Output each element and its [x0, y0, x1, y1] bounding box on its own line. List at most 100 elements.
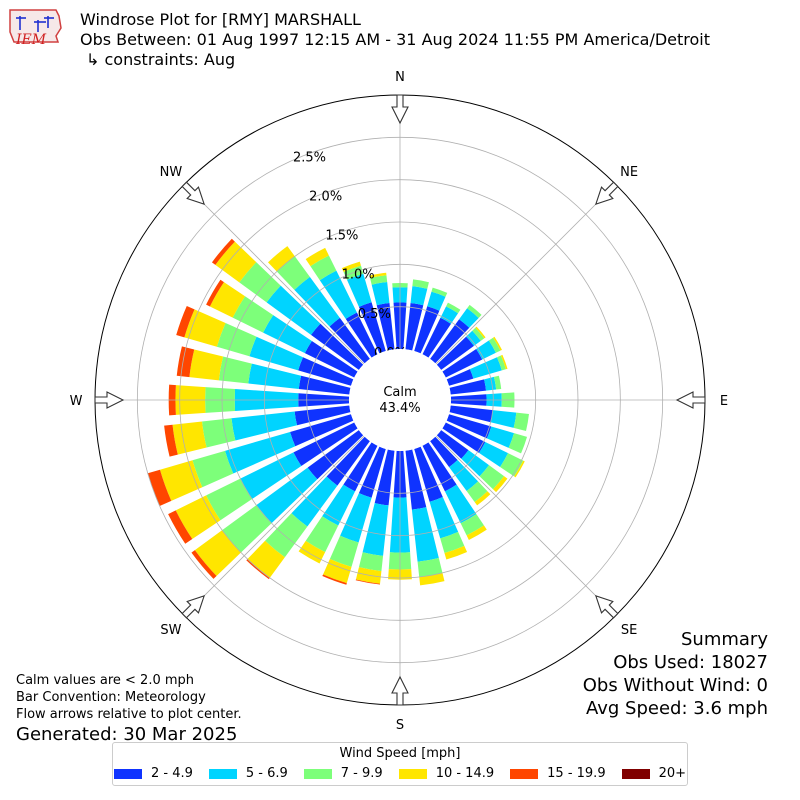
- bar-50-1: [466, 330, 481, 346]
- legend-item-4: 15 - 19.9: [510, 766, 606, 781]
- legend-item-2: 7 - 9.9: [303, 766, 383, 781]
- chart-notes: Calm values are < 2.0 mph Bar Convention…: [16, 672, 242, 746]
- bar-160-0: [414, 446, 443, 502]
- bar-310-0: [311, 323, 364, 370]
- summary-box: Summary Obs Used: 18027 Obs Without Wind…: [583, 628, 768, 720]
- bar-280-4: [176, 346, 195, 378]
- compass-label-SW: SW: [160, 623, 181, 638]
- bar-190-4: [355, 579, 381, 585]
- bar-40-2: [467, 304, 482, 318]
- bar-230-0: [307, 430, 364, 480]
- bar-70-3: [500, 354, 508, 370]
- bar-220-4: [246, 559, 270, 580]
- bar-320-3: [268, 246, 295, 272]
- ring-1: [263, 263, 537, 537]
- bar-350-2: [370, 275, 388, 285]
- bar-160-2: [440, 531, 465, 554]
- legend-label-5: 20+: [658, 766, 687, 781]
- chart-header: Windrose Plot for [RMY] MARSHALL Obs Bet…: [80, 10, 710, 70]
- bar-260-1: [231, 411, 298, 441]
- bar-220-2: [265, 513, 308, 558]
- bar-230-1: [256, 467, 318, 524]
- bar-140-3: [474, 491, 491, 506]
- bar-200-2: [329, 535, 359, 567]
- calm-label: Calm: [383, 385, 416, 400]
- bar-300-0: [304, 341, 358, 378]
- logo-text: IEM: [15, 32, 47, 48]
- bar-250-1: [225, 431, 296, 474]
- bar-300-2: [232, 296, 274, 333]
- bar-50-2: [472, 327, 485, 341]
- radial-tick-4: 2.0%: [309, 189, 342, 204]
- bar-330-0: [345, 312, 378, 358]
- calm-circle: [349, 349, 451, 451]
- bar-240-2: [206, 478, 253, 521]
- bar-160-1: [429, 497, 459, 539]
- legend-item-0: 2 - 4.9: [113, 766, 193, 781]
- bar-230-4: [191, 550, 217, 579]
- bar-280-2: [218, 356, 252, 384]
- bar-60-1: [476, 340, 496, 360]
- bar-140-1: [449, 460, 479, 492]
- bar-290-0: [298, 357, 354, 386]
- legend-swatch-0: [113, 768, 142, 779]
- bar-230-3: [194, 530, 241, 576]
- bar-120-2: [500, 453, 524, 477]
- bar-60-0: [442, 349, 483, 378]
- bar-330-3: [305, 247, 329, 267]
- flow-arrow-SE: [594, 594, 619, 619]
- legend-swatch-4: [510, 768, 539, 779]
- bar-170-3: [419, 572, 445, 586]
- iem-logo: IEM: [6, 6, 64, 50]
- bar-30-0: [422, 317, 451, 358]
- bar-200-1: [340, 493, 372, 543]
- radial-tick-3: 1.5%: [325, 229, 358, 244]
- legend-label-3: 10 - 14.9: [435, 766, 495, 781]
- bar-130-0: [436, 430, 469, 459]
- flow-arrows-note: Flow arrows relative to plot center.: [16, 707, 242, 722]
- flow-arrow-N: [391, 94, 409, 125]
- bar-130-1: [461, 450, 489, 477]
- bar-150-1: [444, 484, 477, 524]
- bar-210-1: [322, 484, 356, 526]
- bar-220-3: [247, 540, 285, 578]
- bar-70-0: [446, 369, 474, 386]
- compass-label-W: W: [70, 394, 83, 409]
- bar-310-1: [266, 285, 321, 335]
- bar-220-1: [291, 476, 338, 527]
- bar-30-1: [440, 306, 459, 324]
- bar-100-1: [490, 410, 517, 428]
- bar-170-1: [411, 507, 439, 562]
- bar-250-0: [290, 414, 354, 447]
- bar-20-0: [414, 306, 440, 354]
- bar-150-2: [460, 514, 484, 536]
- bar-100-0: [449, 405, 493, 423]
- bar-110-0: [446, 414, 492, 439]
- bar-310-3: [215, 241, 257, 283]
- bar-140-0: [430, 436, 458, 468]
- bar-240-1: [240, 452, 302, 500]
- bar-120-3: [514, 460, 525, 478]
- bar-120-0: [442, 422, 486, 453]
- bar-10-2: [412, 279, 429, 289]
- bar-300-1: [263, 315, 312, 354]
- bar-200-3: [323, 558, 352, 584]
- legend-swatch-1: [208, 768, 237, 779]
- bar-310-2: [239, 262, 281, 303]
- bar-250-4: [147, 469, 172, 506]
- bar-20-2: [431, 287, 448, 297]
- bar-80-2: [493, 375, 502, 390]
- bar-10-1: [410, 286, 428, 306]
- bar-300-4: [206, 279, 224, 307]
- bar-340-3: [341, 261, 361, 272]
- bar-70-1: [469, 357, 502, 379]
- bar-210-0: [343, 442, 378, 492]
- bar-290-1: [249, 336, 303, 371]
- bar-10-0: [405, 303, 424, 351]
- bar-280-0: [298, 375, 351, 395]
- compass-label-NW: NW: [160, 165, 183, 180]
- compass-label-NE: NE: [620, 165, 638, 180]
- bar-210-2: [305, 516, 339, 553]
- chart-title: Windrose Plot for [RMY] MARSHALL: [80, 10, 361, 29]
